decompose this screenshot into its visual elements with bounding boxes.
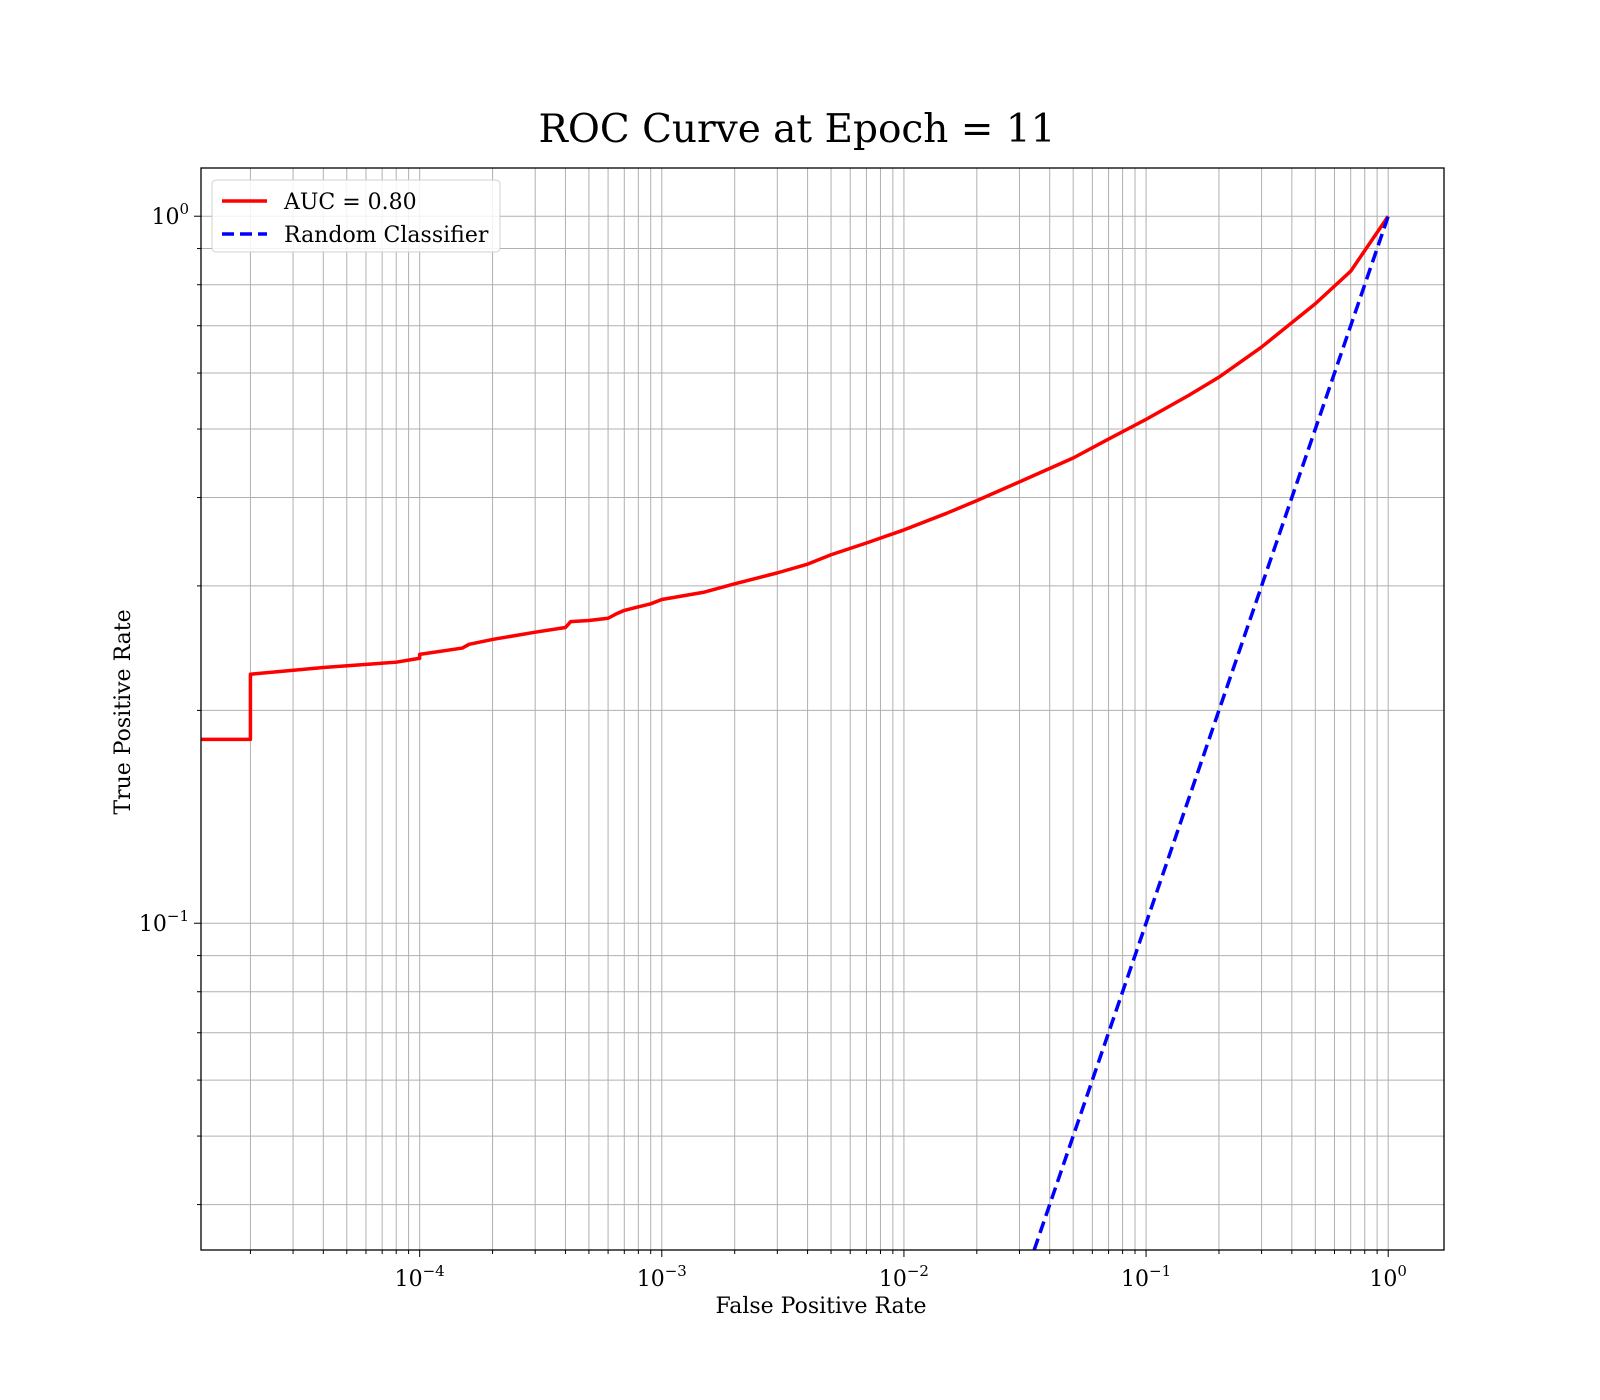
x-tick-label: 10−2 [879,1262,929,1292]
y-tick-label: 10−1 [139,907,189,937]
series-layer [201,215,1390,1250]
x-axis-label: False Positive Rate [715,1294,926,1319]
legend-box [211,179,501,253]
plot-frame [200,167,1445,1251]
y-axis-label: True Positive Rate [111,609,136,814]
legend-label: Random Classifier [284,223,489,248]
chart-title: ROC Curve at Epoch = 11 [539,107,1056,152]
legend-label: AUC = 0.80 [283,190,417,215]
x-tick-label: 10−4 [395,1262,445,1292]
x-tick-label: 10−1 [1121,1262,1171,1292]
series-line-2 [1032,215,1390,1250]
y-tick-label: 100 [151,200,189,230]
x-tick-label: 10−3 [637,1262,687,1292]
legend: AUC = 0.80 Random Classifier [211,179,501,253]
grid [201,168,1444,1250]
series-line-1 [201,215,1390,742]
tick-layer: 10−4 10−3 10−2 10−1 100 10−1 100 [139,200,1407,1292]
x-tick-label: 100 [1369,1262,1407,1292]
